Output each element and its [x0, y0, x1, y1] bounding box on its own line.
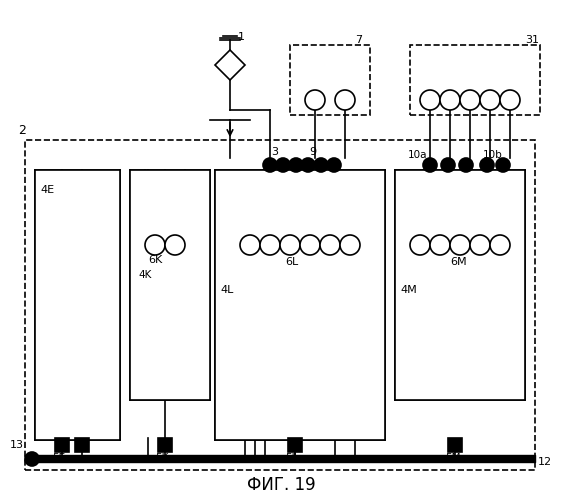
Bar	[215, 170, 385, 440]
Text: 6L: 6L	[285, 257, 298, 267]
Bar	[448, 438, 462, 452]
Circle shape	[320, 235, 340, 255]
Bar	[290, 45, 370, 115]
Circle shape	[25, 452, 39, 466]
Circle shape	[327, 158, 341, 172]
Circle shape	[420, 90, 440, 110]
Bar	[395, 170, 525, 400]
Circle shape	[500, 90, 520, 110]
Circle shape	[480, 90, 500, 110]
Text: 5K: 5K	[155, 453, 168, 463]
Circle shape	[496, 158, 510, 172]
Bar	[158, 438, 172, 452]
Circle shape	[305, 90, 325, 110]
Text: 2: 2	[18, 124, 26, 136]
Circle shape	[335, 90, 355, 110]
Text: 12: 12	[538, 457, 552, 467]
Text: 9: 9	[309, 147, 316, 157]
Text: 5L: 5L	[285, 453, 297, 463]
Text: 4E: 4E	[40, 185, 54, 195]
Circle shape	[165, 235, 185, 255]
Text: 6K: 6K	[148, 255, 162, 265]
Circle shape	[460, 90, 480, 110]
Circle shape	[240, 235, 260, 255]
Bar	[130, 170, 210, 400]
Bar	[288, 438, 302, 452]
Bar	[35, 170, 120, 440]
Circle shape	[314, 158, 328, 172]
Circle shape	[470, 235, 490, 255]
Circle shape	[301, 158, 315, 172]
Text: 4M: 4M	[400, 285, 417, 295]
Text: 1: 1	[238, 32, 245, 42]
Bar	[75, 438, 89, 452]
Text: 10a: 10a	[408, 150, 427, 160]
Circle shape	[280, 235, 300, 255]
Text: 10b: 10b	[483, 150, 503, 160]
Circle shape	[440, 90, 460, 110]
Circle shape	[480, 158, 494, 172]
Circle shape	[263, 158, 277, 172]
Circle shape	[450, 235, 470, 255]
Text: 7: 7	[355, 35, 362, 45]
Circle shape	[459, 158, 473, 172]
Text: 5E: 5E	[52, 453, 65, 463]
Circle shape	[340, 235, 360, 255]
Circle shape	[441, 158, 455, 172]
Text: 31: 31	[525, 35, 539, 45]
Bar	[25, 140, 535, 470]
Circle shape	[430, 235, 450, 255]
Circle shape	[145, 235, 165, 255]
Circle shape	[276, 158, 290, 172]
Circle shape	[300, 235, 320, 255]
Text: 6M: 6M	[450, 257, 467, 267]
Bar	[55, 438, 69, 452]
Bar	[410, 45, 540, 115]
Circle shape	[410, 235, 430, 255]
Text: 5M: 5M	[445, 453, 461, 463]
Text: 4K: 4K	[138, 270, 151, 280]
Circle shape	[289, 158, 303, 172]
Text: 13: 13	[10, 440, 24, 450]
Circle shape	[423, 158, 437, 172]
Circle shape	[260, 235, 280, 255]
Text: 4L: 4L	[220, 285, 234, 295]
Circle shape	[490, 235, 510, 255]
Text: 3: 3	[271, 147, 278, 157]
Text: ФИГ. 19: ФИГ. 19	[247, 476, 315, 494]
